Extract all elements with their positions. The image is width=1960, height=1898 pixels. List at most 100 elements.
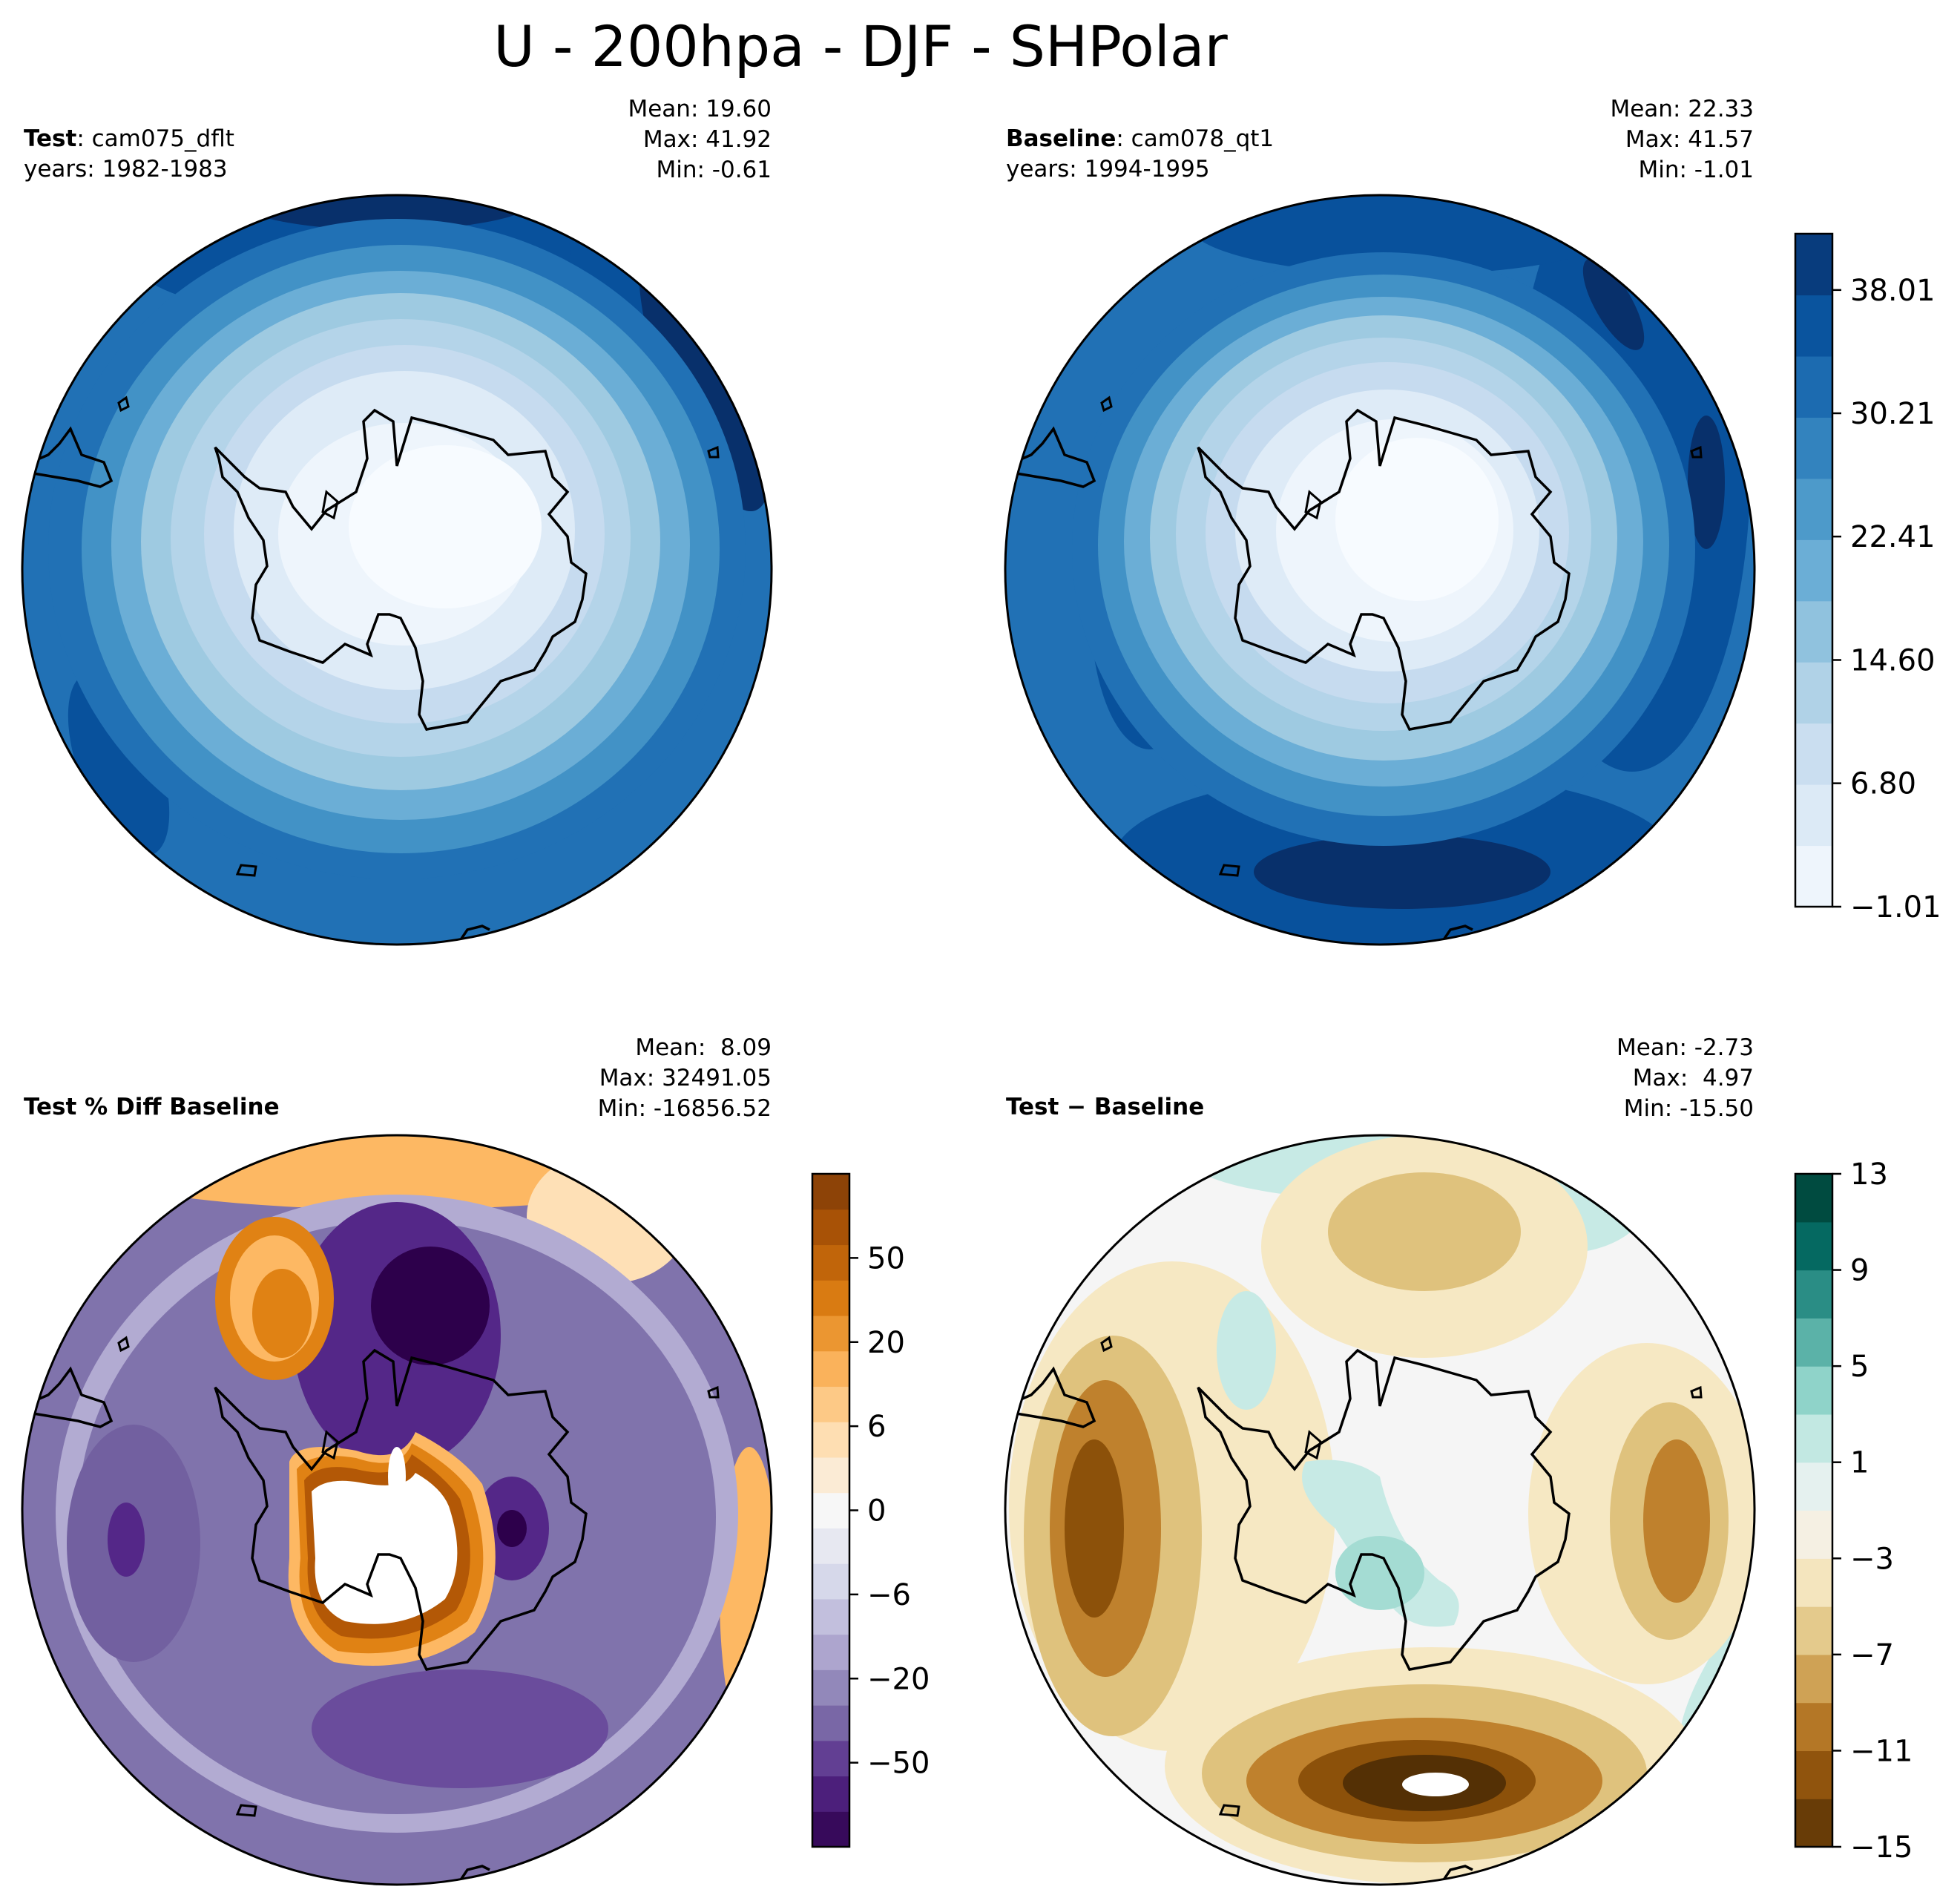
pctdiff-panel-label: Test % Diff Baseline (24, 1092, 280, 1123)
pctdiff-colorbar-color-segment (812, 1528, 849, 1564)
contour-level (349, 445, 542, 608)
contour-level (252, 1269, 312, 1358)
contour-level (1065, 1439, 1124, 1618)
pctdiff-colorbar-color-segment (812, 1811, 849, 1848)
pctdiff-colorbar-tick-label: −20 (867, 1662, 930, 1696)
baseline-label-bold: Baseline (1006, 125, 1117, 152)
pctdiff-mean: Mean: 8.09 (635, 1034, 772, 1061)
pctdiff-colorbar-tick-label: −50 (867, 1747, 930, 1781)
baseline-colorbar-color-segment (1795, 845, 1832, 907)
baseline-colorbar-tick-label: 30.21 (1850, 397, 1936, 431)
baseline-colorbar-tick-label: −1.01 (1850, 890, 1941, 925)
pctdiff-colorbar-tick-label: 0 (867, 1494, 886, 1528)
contour-level (371, 1247, 490, 1365)
baseline-colorbar-color-segment (1795, 478, 1832, 540)
diff-colorbar-color-segment (1795, 1558, 1832, 1607)
test-years: years: 1982-1983 (24, 156, 228, 183)
diff-map (1004, 1134, 1756, 1886)
baseline-colorbar-color-segment (1795, 295, 1832, 357)
figure-title: U - 200hpa - DJF - SHPolar (493, 13, 1228, 79)
diff-label-bold: Test − Baseline (1006, 1094, 1205, 1120)
pctdiff-colorbar-color-segment (812, 1669, 849, 1706)
contour-level (1335, 1536, 1424, 1610)
baseline-colorbar-color-segment (1795, 539, 1832, 602)
baseline-max: Max: 41.57 (1625, 126, 1754, 153)
diff-colorbar-color-segment (1795, 1606, 1832, 1655)
pctdiff-map (21, 1134, 773, 1886)
diff-colorbar-tick-label: −11 (1850, 1734, 1913, 1768)
pctdiff-colorbar-color-segment (812, 1563, 849, 1600)
baseline-mean: Mean: 22.33 (1610, 96, 1754, 122)
contour-level (68, 672, 170, 856)
pctdiff-colorbar-tick-label: 6 (867, 1410, 886, 1444)
diff-colorbar-tick-label: 5 (1850, 1350, 1869, 1384)
map-boundary (1004, 1134, 1756, 1886)
pctdiff-colorbar-color-segment (812, 1174, 849, 1210)
diff-colorbar-tick-label: −3 (1850, 1542, 1894, 1576)
diff-colorbar-color-segment (1795, 1799, 1832, 1848)
baseline-colorbar-frame (1794, 232, 1834, 908)
pctdiff-colorbar-color-segment (812, 1209, 849, 1246)
diff-colorbar-tick-label: −7 (1850, 1638, 1894, 1672)
contour-level (1643, 1439, 1710, 1603)
map-boundary (21, 1134, 773, 1886)
diff-colorbar-color-segment (1795, 1174, 1832, 1223)
contour-level (1335, 438, 1499, 601)
test-mean: Mean: 19.60 (628, 96, 772, 122)
diff-colorbar-tick-label: 13 (1850, 1157, 1888, 1192)
diff-colorbar-color-segment (1795, 1366, 1832, 1415)
contour-level (497, 1510, 527, 1547)
diff-colorbar-color-segment (1795, 1654, 1832, 1704)
contour-level (312, 1473, 458, 1624)
pctdiff-min: Min: -16856.52 (597, 1095, 772, 1122)
pctdiff-colorbar-color-segment (812, 1350, 849, 1388)
map-boundary (1004, 194, 1756, 946)
contour-level (237, 195, 534, 230)
pctdiff-max: Max: 32491.05 (599, 1065, 772, 1091)
contour-level (108, 1503, 145, 1577)
diff-colorbar-color-segment (1795, 1750, 1832, 1799)
baseline-colorbar-color-segment (1795, 662, 1832, 724)
diff-panel-label: Test − Baseline (1006, 1092, 1204, 1123)
test-stats: Mean: 19.60 Max: 41.92 Min: -0.61 (628, 94, 772, 185)
diff-colorbar-color-segment (1795, 1510, 1832, 1559)
diff-min: Min: -15.50 (1623, 1095, 1754, 1122)
colorbar-baseline: 38.01 30.21 22.41 14.60 6.80 −1.01 (1794, 232, 1941, 925)
diff-max: Max: 4.97 (1632, 1065, 1754, 1091)
baseline-stats: Mean: 22.33 Max: 41.57 Min: -1.01 (1610, 94, 1754, 185)
test-min: Min: -0.61 (656, 157, 772, 183)
baseline-colorbar-tick-label: 14.60 (1850, 643, 1936, 677)
pctdiff-stats: Mean: 8.09 Max: 32491.05 Min: -16856.52 (598, 1033, 772, 1124)
baseline-colorbar-color-segment (1795, 417, 1832, 479)
contour-level (1328, 1172, 1521, 1291)
pctdiff-colorbar-color-segment (812, 1280, 849, 1316)
diff-colorbar-color-segment (1795, 1413, 1832, 1463)
test-label-bold: Test (24, 125, 77, 152)
contour-level (1582, 258, 1645, 350)
baseline-years: years: 1994-1995 (1006, 156, 1210, 183)
contour-level (1402, 1773, 1469, 1796)
pctdiff-colorbar-color-segment (812, 1740, 849, 1777)
pctdiff-colorbar-color-segment (812, 1457, 849, 1494)
test-label-rest: : cam075_dflt (76, 125, 234, 152)
baseline-colorbar-color-segment (1795, 600, 1832, 663)
baseline-min: Min: -1.01 (1638, 157, 1754, 183)
pctdiff-colorbar-color-segment (812, 1705, 849, 1741)
diff-colorbar-color-segment (1795, 1270, 1832, 1319)
diff-colorbar-tick-label: −15 (1850, 1830, 1913, 1865)
diff-stats: Mean: -2.73 Max: 4.97 Min: -15.50 (1617, 1033, 1754, 1124)
pctdiff-colorbar-color-segment (812, 1634, 849, 1670)
baseline-colorbar-color-segment (1795, 355, 1832, 418)
pctdiff-colorbar-color-segment (812, 1422, 849, 1458)
baseline-map (1004, 194, 1756, 946)
contour-level (312, 1669, 608, 1788)
contour-level (388, 1447, 406, 1506)
baseline-colorbar-tick-label: 6.80 (1850, 767, 1916, 801)
test-map (21, 194, 773, 946)
diff-colorbar-color-segment (1795, 1702, 1832, 1752)
contour-level (1254, 835, 1550, 909)
baseline-panel-label: Baseline: cam078_qt1 (1006, 124, 1274, 154)
test-panel-label: Test: cam075_dflt (24, 124, 234, 154)
